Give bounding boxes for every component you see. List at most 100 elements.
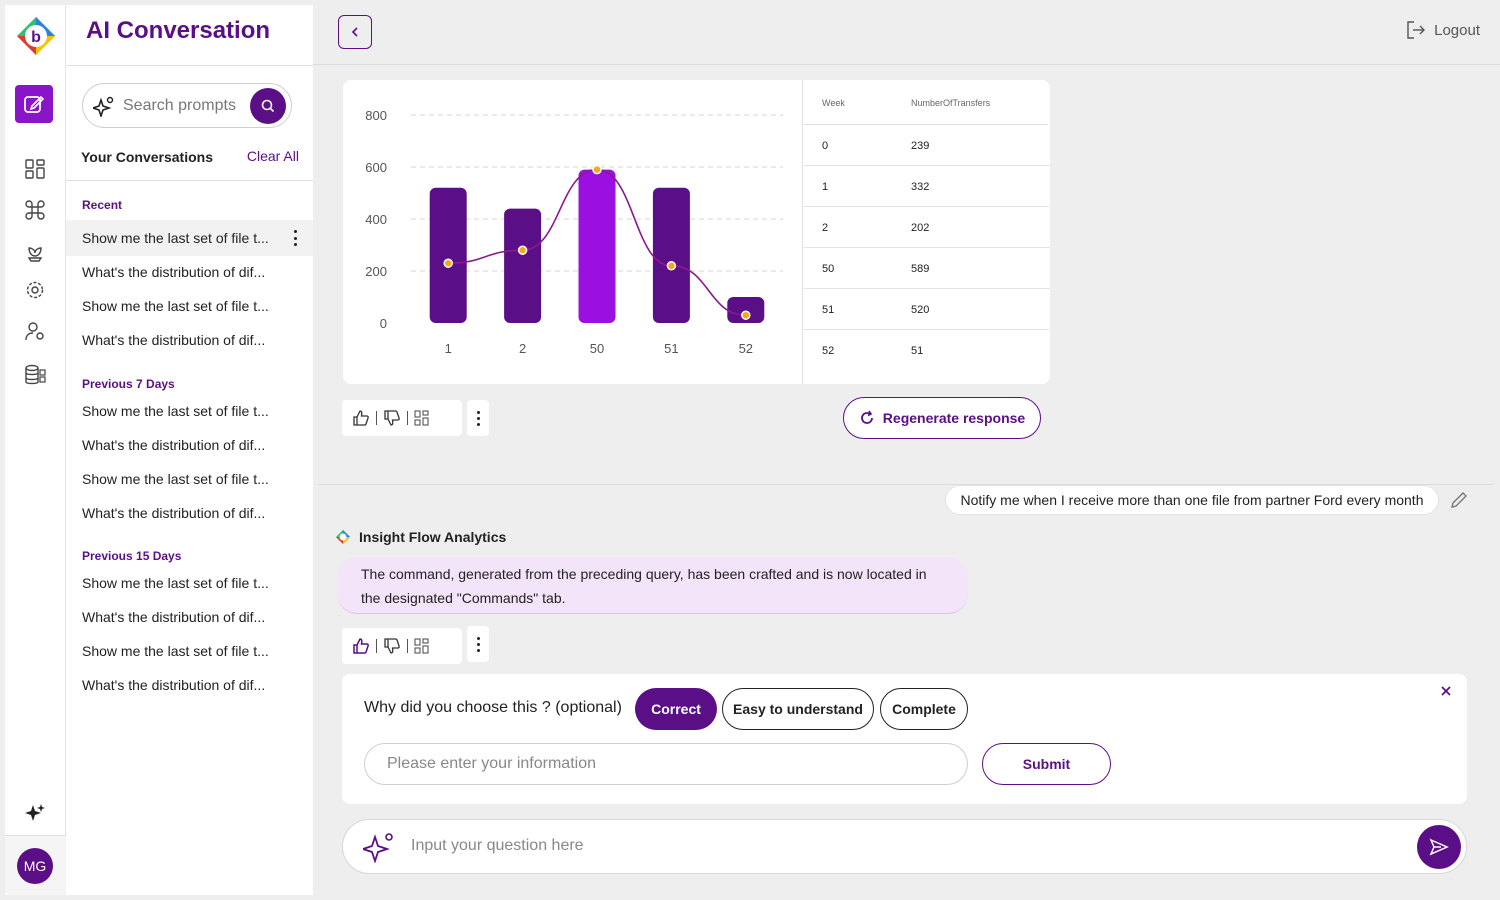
regenerate-label: Regenerate response bbox=[882, 410, 1026, 426]
layout-icon[interactable] bbox=[414, 638, 430, 654]
x-tick-label: 52 bbox=[739, 341, 753, 356]
more-options-icon[interactable] bbox=[467, 400, 489, 436]
data-table: Week NumberOfTransfers 0 239 1 332 2 202 50… bbox=[804, 80, 1050, 384]
table-cell: 50 bbox=[822, 263, 835, 275]
list-item-label: Show me the last set of file t... bbox=[82, 471, 269, 487]
chart-area: 0 200 400 600 800 1 2 50 51 52 bbox=[343, 80, 803, 384]
layout-icon[interactable] bbox=[414, 410, 430, 426]
submit-button[interactable]: Submit bbox=[982, 743, 1111, 785]
user-message-bubble: Notify me when I receive more than one f… bbox=[945, 485, 1439, 515]
y-tick-label: 800 bbox=[365, 108, 387, 123]
user-settings-icon[interactable] bbox=[23, 319, 47, 343]
table-cell: 589 bbox=[911, 263, 930, 275]
list-item[interactable]: Show me the last set of file t... bbox=[66, 565, 313, 601]
conversations-sidebar: AI Conversation Search prompts Your Conv… bbox=[66, 5, 313, 895]
list-item[interactable]: Show me the last set of file t... bbox=[66, 393, 313, 429]
conversations-heading: Your Conversations bbox=[81, 149, 213, 165]
magic-icon bbox=[363, 833, 393, 863]
data-point bbox=[443, 258, 453, 268]
table-cell: 0 bbox=[822, 140, 829, 152]
column-header: NumberOfTransfers bbox=[911, 98, 991, 108]
send-button[interactable] bbox=[1417, 825, 1461, 869]
bar-chart: 0 200 400 600 800 1 2 50 51 52 bbox=[365, 108, 783, 356]
account-area: MG bbox=[5, 835, 66, 895]
logout-icon bbox=[1407, 21, 1426, 39]
list-item-label: Show me the last set of file t... bbox=[82, 403, 269, 419]
list-item[interactable]: What's the distribution of dif... bbox=[66, 667, 313, 703]
avatar[interactable]: MG bbox=[17, 848, 53, 884]
feedback-info-input[interactable]: Please enter your information bbox=[364, 743, 968, 785]
y-tick-label: 600 bbox=[365, 160, 387, 175]
clear-all-link[interactable]: Clear All bbox=[246, 148, 299, 164]
divider bbox=[318, 484, 1494, 485]
y-tick-label: 200 bbox=[365, 264, 387, 279]
data-point bbox=[517, 245, 528, 255]
chart-bar bbox=[504, 208, 542, 323]
regenerate-response-button[interactable]: Regenerate response bbox=[843, 397, 1041, 439]
x-tick-label: 2 bbox=[519, 341, 526, 356]
bot-header: Insight Flow Analytics bbox=[335, 529, 506, 545]
plant-icon[interactable] bbox=[23, 240, 47, 264]
thumbs-down-icon[interactable] bbox=[383, 637, 401, 655]
chip-correct[interactable]: Correct bbox=[635, 688, 717, 730]
edit-message-icon[interactable] bbox=[1449, 490, 1469, 510]
new-chat-button[interactable] bbox=[15, 85, 53, 123]
question-input[interactable]: Input your question here bbox=[342, 819, 1467, 874]
chip-complete[interactable]: Complete bbox=[880, 688, 968, 730]
table-cell: 520 bbox=[911, 304, 930, 316]
table-cell: 332 bbox=[911, 181, 930, 193]
sparkle-icon[interactable] bbox=[23, 801, 47, 825]
list-item[interactable]: Show me the last set of file t... bbox=[66, 633, 313, 669]
list-item-label: What's the distribution of dif... bbox=[82, 505, 266, 521]
table-row: 0 239 bbox=[804, 125, 1050, 166]
send-icon bbox=[1429, 838, 1449, 856]
chart-bar bbox=[429, 187, 467, 323]
table-cell: 239 bbox=[911, 140, 930, 152]
list-item-label: What's the distribution of dif... bbox=[82, 609, 266, 625]
list-item-label: What's the distribution of dif... bbox=[82, 332, 266, 348]
chip-easy-to-understand[interactable]: Easy to understand bbox=[722, 688, 874, 730]
command-icon[interactable] bbox=[23, 198, 47, 222]
list-item[interactable]: What's the distribution of dif... bbox=[66, 599, 313, 635]
search-button[interactable] bbox=[250, 88, 286, 124]
list-item[interactable]: Show me the last set of file t... bbox=[66, 288, 313, 324]
divider bbox=[66, 65, 313, 66]
list-item[interactable]: What's the distribution of dif... bbox=[66, 427, 313, 463]
page-title: AI Conversation bbox=[86, 17, 271, 44]
logout-label: Logout bbox=[1434, 21, 1480, 39]
x-tick-label: 1 bbox=[445, 341, 452, 356]
list-item-label: Show me the last set of file t... bbox=[82, 298, 269, 314]
settings-icon[interactable] bbox=[23, 278, 47, 302]
logout-button[interactable]: Logout bbox=[1406, 20, 1480, 40]
list-item[interactable]: Show me the last set of file t... bbox=[66, 461, 313, 497]
chart-bar bbox=[652, 187, 690, 323]
collapse-sidebar-button[interactable] bbox=[338, 15, 372, 49]
app-logo[interactable]: b bbox=[15, 15, 57, 57]
database-icon[interactable] bbox=[23, 363, 47, 387]
more-options-icon[interactable] bbox=[289, 230, 301, 246]
question-placeholder: Input your question here bbox=[411, 837, 584, 854]
list-item[interactable]: Show me the last set of file t... bbox=[66, 220, 313, 256]
list-item-label: What's the distribution of dif... bbox=[82, 264, 266, 280]
list-item[interactable]: What's the distribution of dif... bbox=[66, 254, 313, 290]
feedback-question: Why did you choose this ? (optional) bbox=[364, 699, 622, 716]
y-tick-label: 400 bbox=[365, 212, 387, 227]
more-options-icon[interactable] bbox=[467, 626, 489, 662]
search-prompts-input[interactable]: Search prompts bbox=[82, 83, 292, 128]
divider bbox=[66, 180, 313, 181]
table-row: 1 332 bbox=[804, 166, 1050, 207]
svg-text:b: b bbox=[31, 29, 41, 46]
dashboard-icon[interactable] bbox=[23, 157, 47, 181]
table-row: 52 51 bbox=[804, 330, 1050, 371]
list-item-label: Show me the last set of file t... bbox=[82, 230, 269, 246]
close-icon[interactable] bbox=[1439, 684, 1453, 698]
y-tick-label: 0 bbox=[380, 316, 387, 331]
list-item[interactable]: What's the distribution of dif... bbox=[66, 495, 313, 531]
search-icon bbox=[261, 99, 275, 113]
response-feedback-bar bbox=[342, 628, 462, 664]
thumbs-up-icon[interactable] bbox=[352, 637, 370, 655]
list-item[interactable]: What's the distribution of dif... bbox=[66, 322, 313, 358]
thumbs-up-icon[interactable] bbox=[352, 409, 370, 427]
thumbs-down-icon[interactable] bbox=[383, 409, 401, 427]
top-bar: Logout bbox=[313, 0, 1500, 65]
